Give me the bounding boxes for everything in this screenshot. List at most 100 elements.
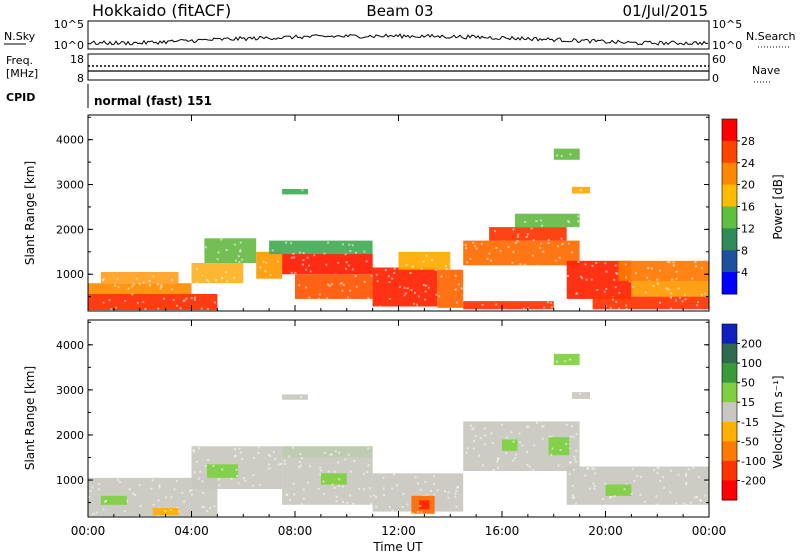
power-echo-gap [668, 261, 671, 264]
velocity-echo-gap [102, 508, 105, 511]
velocity-echo-gap [656, 466, 659, 469]
velocity-echo-gap [601, 498, 604, 501]
velocity-echo-gap [298, 461, 301, 463]
power-echo-gap [351, 268, 354, 271]
velocity-echo-gap [568, 473, 571, 476]
velocity-echo-gap [550, 435, 553, 438]
velocity-echo-gap [302, 497, 305, 500]
velocity-echo-gap [333, 470, 336, 473]
cpid-label: CPID [6, 91, 35, 104]
velocity-echo-gap [526, 425, 529, 428]
power-echo-gap [276, 260, 279, 263]
velocity-echo-gap [429, 490, 432, 492]
power-echo-gap [567, 275, 570, 278]
frequency-panel: Freq. [MHz] 18 8 60 0 Nave [6, 53, 780, 85]
date-title: 01/Jul/2015 [623, 2, 708, 20]
velocity-echo-gap [500, 423, 503, 426]
power-echo-gap [171, 288, 174, 291]
power-echo-gap [543, 306, 546, 309]
velocity-echo-gap [151, 479, 154, 482]
power-echo-gap [628, 280, 631, 283]
velocity-echo-gap [659, 480, 662, 483]
velocity-echo-gap [302, 488, 305, 491]
power-echo-gap [656, 282, 659, 285]
power-echo-gap [226, 280, 229, 283]
power-echo-region-16 [592, 296, 709, 310]
freq-unit-label: [MHz] [6, 67, 38, 80]
colorbar-tick-label: 8 [741, 244, 748, 257]
velocity-ylabel: Slant Range [km] [23, 366, 37, 470]
power-echo-gap [512, 251, 515, 254]
velocity-echo-gap [299, 464, 302, 467]
velocity-echo-gap [699, 499, 702, 502]
power-echo-gap [516, 235, 519, 238]
nave-label: Nave [752, 64, 780, 77]
power-echo-gap [495, 303, 498, 306]
velocity-echo-gap [117, 478, 119, 481]
velocity-echo-gap [366, 471, 369, 473]
power-echo-gap [175, 304, 178, 307]
velocity-echo-gap [695, 496, 698, 498]
noise-right-tick-bottom: 10^0 [712, 39, 742, 52]
power-echo-gap [259, 266, 262, 269]
power-echo-gap [290, 242, 292, 245]
power-echo-gap [472, 241, 475, 244]
velocity-echo-region-5 [320, 473, 347, 485]
velocity-echo-gap [177, 510, 180, 513]
x-tick-label: 00:00 [71, 524, 106, 538]
power-echo-gap [159, 287, 162, 290]
power-echo-gap [577, 215, 580, 218]
power-echo-gap [481, 303, 484, 306]
velocity-echo-gap [352, 502, 355, 505]
colorbar-tick-label: 16 [741, 201, 755, 214]
velocity-echo-gap [337, 461, 340, 464]
velocity-echo-gap [299, 453, 302, 456]
velocity-echo-gap [369, 495, 372, 498]
power-echo-gap [351, 244, 354, 247]
velocity-echo-gap [526, 463, 529, 466]
velocity-echo-gap [317, 487, 320, 490]
power-echo-gap [700, 293, 703, 296]
power-echo-region-18 [463, 301, 554, 310]
power-echo-gap [647, 267, 650, 270]
velocity-echo-gap [565, 442, 568, 445]
power-echo-gap [233, 276, 236, 279]
power-echo-gap [375, 306, 378, 309]
power-echo-gap [460, 287, 463, 290]
power-echo-gap [355, 285, 358, 288]
power-echo-gap [590, 278, 593, 281]
velocity-echo-gap [175, 480, 178, 483]
power-echo-gap [579, 189, 582, 192]
power-echo-gap [671, 278, 674, 281]
power-echo-gap [387, 275, 390, 278]
power-echo-gap [406, 287, 409, 290]
velocity-echo-gap [320, 469, 323, 472]
velocity-echo-gap [123, 510, 126, 513]
power-echo-gap [172, 298, 175, 301]
power-echo-gap [323, 252, 326, 255]
velocity-echo-gap [447, 491, 450, 494]
velocity-echo-gap [329, 453, 332, 456]
power-echo-region-11 [463, 240, 580, 266]
power-echo-gap [691, 277, 694, 280]
power-echo-gap [163, 297, 165, 300]
power-echo-gap [190, 297, 193, 300]
power-echo-gap [670, 296, 672, 299]
power-echo-gap [469, 258, 472, 260]
velocity-echo-gap [424, 481, 427, 483]
velocity-echo-gap [569, 435, 572, 438]
power-echo-gap [480, 242, 483, 245]
power-echo-gap [514, 241, 517, 244]
velocity-echo-gap [382, 476, 385, 479]
power-echo-gap [285, 241, 288, 244]
velocity-echo-gap [338, 485, 341, 488]
power-panel: 1000 2000 3000 4000 Slant Range [km] 28 24 20… [23, 114, 785, 312]
colorbar-swatch [722, 184, 737, 207]
velocity-echo-gap [706, 480, 709, 483]
velocity-echo-gap [704, 494, 707, 497]
velocity-echo-gap [128, 488, 131, 491]
velocity-echo-gap [338, 451, 341, 454]
freq-label: Freq. [6, 54, 33, 67]
freq-panel-frame [87, 53, 710, 81]
power-echo-gap [216, 258, 219, 261]
